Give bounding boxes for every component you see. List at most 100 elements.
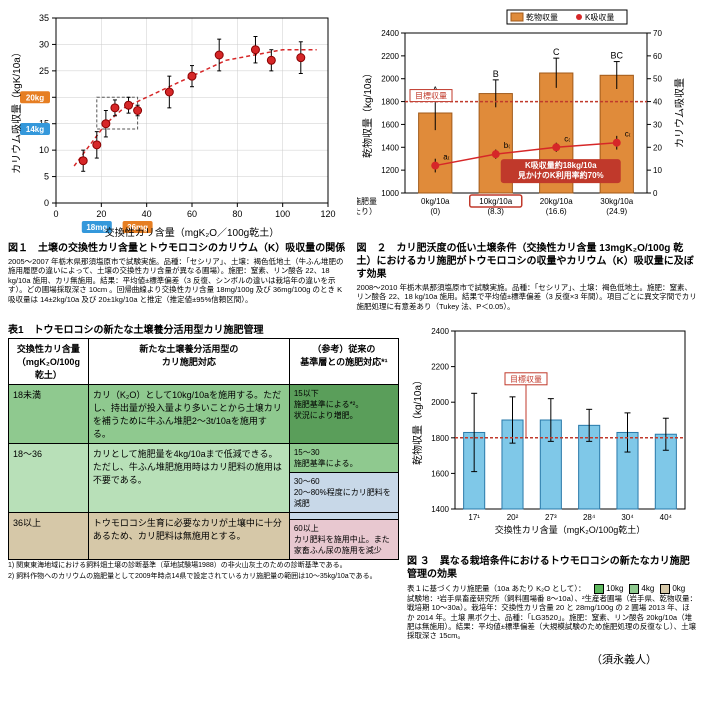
svg-text:60: 60	[653, 52, 662, 61]
table-cell: 18〜36	[9, 444, 89, 513]
fig2-chart: 1000 1200 1400 1600 1800 2000 2200 2400 0 10 20 30 4…	[357, 8, 698, 238]
svg-text:1600: 1600	[381, 120, 399, 129]
svg-text:17¹: 17¹	[468, 513, 480, 522]
author-name: （須永義人）	[8, 651, 697, 667]
svg-text:カリウム吸収量: カリウム吸収量	[674, 78, 686, 148]
svg-text:(0): (0)	[430, 207, 440, 216]
svg-text:2000: 2000	[431, 398, 449, 407]
svg-text:c₍: c₍	[624, 130, 630, 139]
svg-text:2200: 2200	[431, 363, 449, 372]
svg-text:0: 0	[653, 189, 658, 198]
svg-text:100: 100	[275, 209, 290, 219]
svg-text:(16.6): (16.6)	[545, 207, 566, 216]
table1-footnote: 2) 飼料作物へのカリウムの施肥量として2009年時点14県で設定されているカリ…	[8, 573, 399, 581]
figure-1: 0204060801001200510152025303520kg14kg18m…	[8, 8, 349, 311]
svg-text:20kg: 20kg	[26, 93, 44, 102]
table1-header: 交換性カリ含量 （mgK₂O/100g乾土）	[9, 339, 89, 385]
svg-text:2200: 2200	[381, 52, 399, 61]
svg-text:K吸収量約18kg/10a: K吸収量約18kg/10a	[524, 160, 596, 170]
svg-text:30: 30	[653, 120, 662, 129]
table-1: 表1 トウモロコシの新たな土壌養分活用型カリ施肥管理 交換性カリ含量 （mgK₂…	[8, 321, 399, 641]
svg-text:50: 50	[653, 75, 662, 84]
svg-text:1200: 1200	[381, 166, 399, 175]
table-cell: トウモロコシ生育に必要なカリが土壤中に十分あるため、カリ肥料は無施用とする。	[88, 513, 289, 560]
table-cell	[289, 513, 398, 520]
fig1-caption: 図１ 土壌の交換性カリ含量とトウモロコシのカリウム（K）吸収量の関係	[8, 242, 349, 255]
svg-text:20: 20	[96, 209, 106, 219]
svg-text:見かけのK利用率約70%: 見かけのK利用率約70%	[516, 170, 603, 180]
svg-text:120: 120	[320, 209, 335, 219]
fig3-caption: 図 ３ 異なる栽培条件におけるトウモロコシの新たなカリ施肥管理の効果	[407, 555, 697, 581]
svg-text:乾物収量（kg/10a）: 乾物収量（kg/10a）	[411, 375, 424, 465]
svg-text:28⁴: 28⁴	[583, 513, 596, 522]
table1-table: 交換性カリ含量 （mgK₂O/100g乾土）新たな土壌養分活用型の カリ施肥対応…	[8, 338, 399, 560]
svg-text:27³: 27³	[545, 513, 557, 522]
svg-text:1400: 1400	[381, 143, 399, 152]
svg-text:2000: 2000	[381, 75, 399, 84]
fig3-note: 試験地：¹岩手県畜産研究所（飼料圃場番 8〜10a）、²生産者圃場（岩手県、乾物…	[407, 594, 697, 641]
svg-text:交換性カリ含量（mgK₂O／100g乾土）: 交換性カリ含量（mgK₂O／100g乾土）	[105, 226, 279, 238]
table1-header: （参考）従来の 基準層との施肥対応*¹	[289, 339, 398, 385]
svg-text:30kg/10a: 30kg/10a	[600, 197, 633, 206]
svg-text:10kg/10a: 10kg/10a	[479, 197, 512, 206]
fig1-chart: 0204060801001200510152025303520kg14kg18m…	[8, 8, 349, 238]
table1-title: 表1 トウモロコシの新たな土壌養分活用型カリ施肥管理	[8, 321, 399, 336]
svg-text:0: 0	[44, 198, 49, 208]
svg-text:カリウム吸収量（kgK/10a）: カリウム吸収量（kgK/10a）	[11, 47, 23, 174]
svg-text:20: 20	[653, 143, 662, 152]
fig3-chart: 1400 1600 1800 2000 2200 2400 17¹ 20² 27³ 28⁴ 30⁴ 4…	[407, 321, 697, 551]
svg-text:1000: 1000	[381, 189, 399, 198]
svg-text:交換性カリ含量（mgK₂O/100g乾土）: 交換性カリ含量（mgK₂O/100g乾土）	[495, 524, 646, 535]
svg-text:目標収量: 目標収量	[415, 91, 447, 101]
svg-text:20kg/10a: 20kg/10a	[539, 197, 572, 206]
svg-text:乾物収量: 乾物収量	[526, 12, 558, 22]
fig3-legend: 10kg4kg0kg	[588, 583, 685, 593]
svg-text:（Kあたり）: （Kあたり）	[357, 207, 377, 216]
svg-text:B: B	[492, 69, 498, 79]
table-cell: 30〜60 20〜80%程度にカリ肥料を減肥	[289, 473, 398, 513]
svg-text:20²: 20²	[507, 513, 519, 522]
svg-text:1600: 1600	[431, 470, 449, 479]
svg-text:40⁴: 40⁴	[660, 513, 673, 522]
svg-text:1800: 1800	[431, 434, 449, 443]
svg-text:1400: 1400	[431, 505, 449, 514]
svg-text:K吸収量: K吸収量	[585, 12, 614, 22]
svg-text:0: 0	[53, 209, 58, 219]
svg-text:0kg/10a: 0kg/10a	[421, 197, 450, 206]
table1-header: 新たな土壌養分活用型の カリ施肥対応	[88, 339, 289, 385]
svg-text:14kg: 14kg	[26, 125, 44, 134]
table-cell: 15以下 施肥基準による*²。 状況により増肥。	[289, 385, 398, 444]
table-cell: 15〜30 施肥基準による。	[289, 444, 398, 473]
table-cell: カリ（K₂O）として10kg/10aを施用する。ただし、持出量が投入量より多いこ…	[88, 385, 289, 444]
svg-text:80: 80	[232, 209, 242, 219]
svg-text:25: 25	[39, 66, 49, 76]
svg-text:b₍: b₍	[503, 141, 509, 150]
table-cell: 18未満	[9, 385, 89, 444]
fig1-note: 2005〜2007 年栃木県那須塩原市で試験実施。品種：「セシリア」、土壌：褐色…	[8, 257, 349, 304]
svg-text:2400: 2400	[381, 29, 399, 38]
svg-text:10: 10	[39, 145, 49, 155]
fig2-note: 2008〜2010 年栃木県那須塩原市で試験実施。品種：「セシリア」、土壌：褐色…	[357, 283, 698, 311]
svg-text:60: 60	[187, 209, 197, 219]
table-cell: 36以上	[9, 513, 89, 560]
svg-text:c₍: c₍	[564, 134, 570, 143]
svg-text:70: 70	[653, 29, 662, 38]
svg-text:(8.3): (8.3)	[487, 207, 504, 216]
svg-text:10: 10	[653, 166, 662, 175]
svg-text:30⁴: 30⁴	[621, 513, 634, 522]
svg-text:乾物収量（kg/10a）: 乾物収量（kg/10a）	[361, 68, 374, 158]
svg-text:5: 5	[44, 172, 49, 182]
fig2-caption: 図 ２ カリ肥沃度の低い土壌条件（交換性カリ含量 13mgK₂O/100g 乾土…	[357, 242, 698, 281]
figure-2: 1000 1200 1400 1600 1800 2000 2200 2400 0 10 20 30 4…	[357, 8, 698, 311]
figure-3: 1400 1600 1800 2000 2200 2400 17¹ 20² 27³ 28⁴ 30⁴ 4…	[407, 321, 697, 641]
svg-text:30: 30	[39, 39, 49, 49]
svg-text:1800: 1800	[381, 98, 399, 107]
fig3-note-pre: 表１に基づくカリ施肥量（10a あたり K₂O として）：	[407, 584, 586, 593]
svg-text:40: 40	[653, 98, 662, 107]
svg-text:C: C	[553, 47, 560, 57]
svg-text:(24.9): (24.9)	[606, 207, 627, 216]
table-cell: カリとして施肥量を4kg/10aまで低減できる。ただし、牛ふん堆肥施用時はカリ肥…	[88, 444, 289, 513]
svg-text:目標収量: 目標収量	[510, 374, 542, 384]
table1-footnote: 1) 関東東海地域における飼料畑土壌の診断基準（草地試験場1988）の非火山灰土…	[8, 562, 399, 570]
svg-text:2400: 2400	[431, 327, 449, 336]
